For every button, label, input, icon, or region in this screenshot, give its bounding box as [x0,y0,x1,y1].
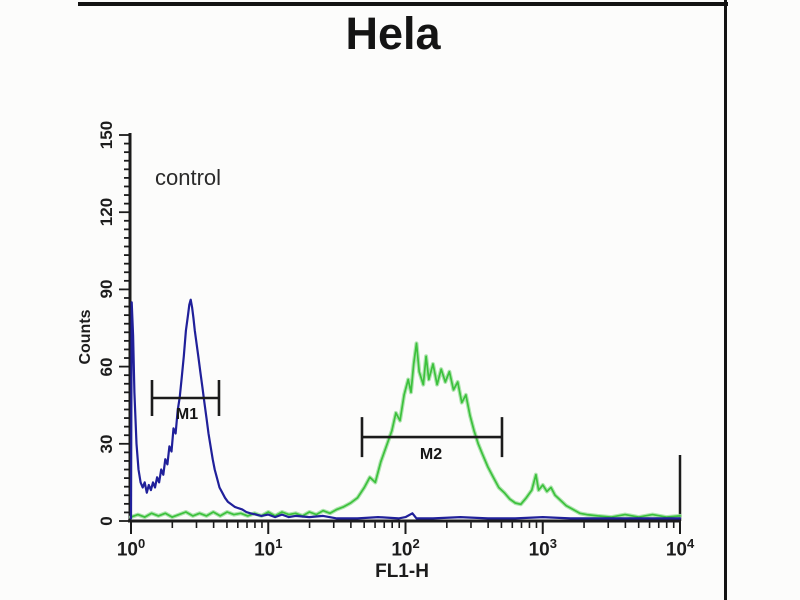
x-tick-label: 102 [391,536,420,561]
y-axis-title: Counts [77,309,94,365]
frame-top-border [78,2,728,6]
y-tick-label: 150 [97,120,116,150]
x-tick-label: 101 [254,536,283,561]
x-tick-label: 104 [665,536,695,561]
frame-right-border [724,0,727,600]
y-tick-label: 90 [97,279,116,299]
y-tick-label: 120 [97,198,116,227]
x-tick-label: 103 [528,536,557,561]
marker-m1-label: M1 [175,406,199,423]
y-tick-label: 60 [97,357,116,377]
control-annotation: control [155,165,222,190]
x-axis-title: FL1-H [375,561,429,582]
y-tick-label: 30 [97,434,116,454]
chart-title: Hela [345,8,441,59]
x-tick-label: 100 [116,536,146,561]
marker-m2-label: M2 [419,446,443,463]
y-tick-label: 0 [97,516,116,526]
